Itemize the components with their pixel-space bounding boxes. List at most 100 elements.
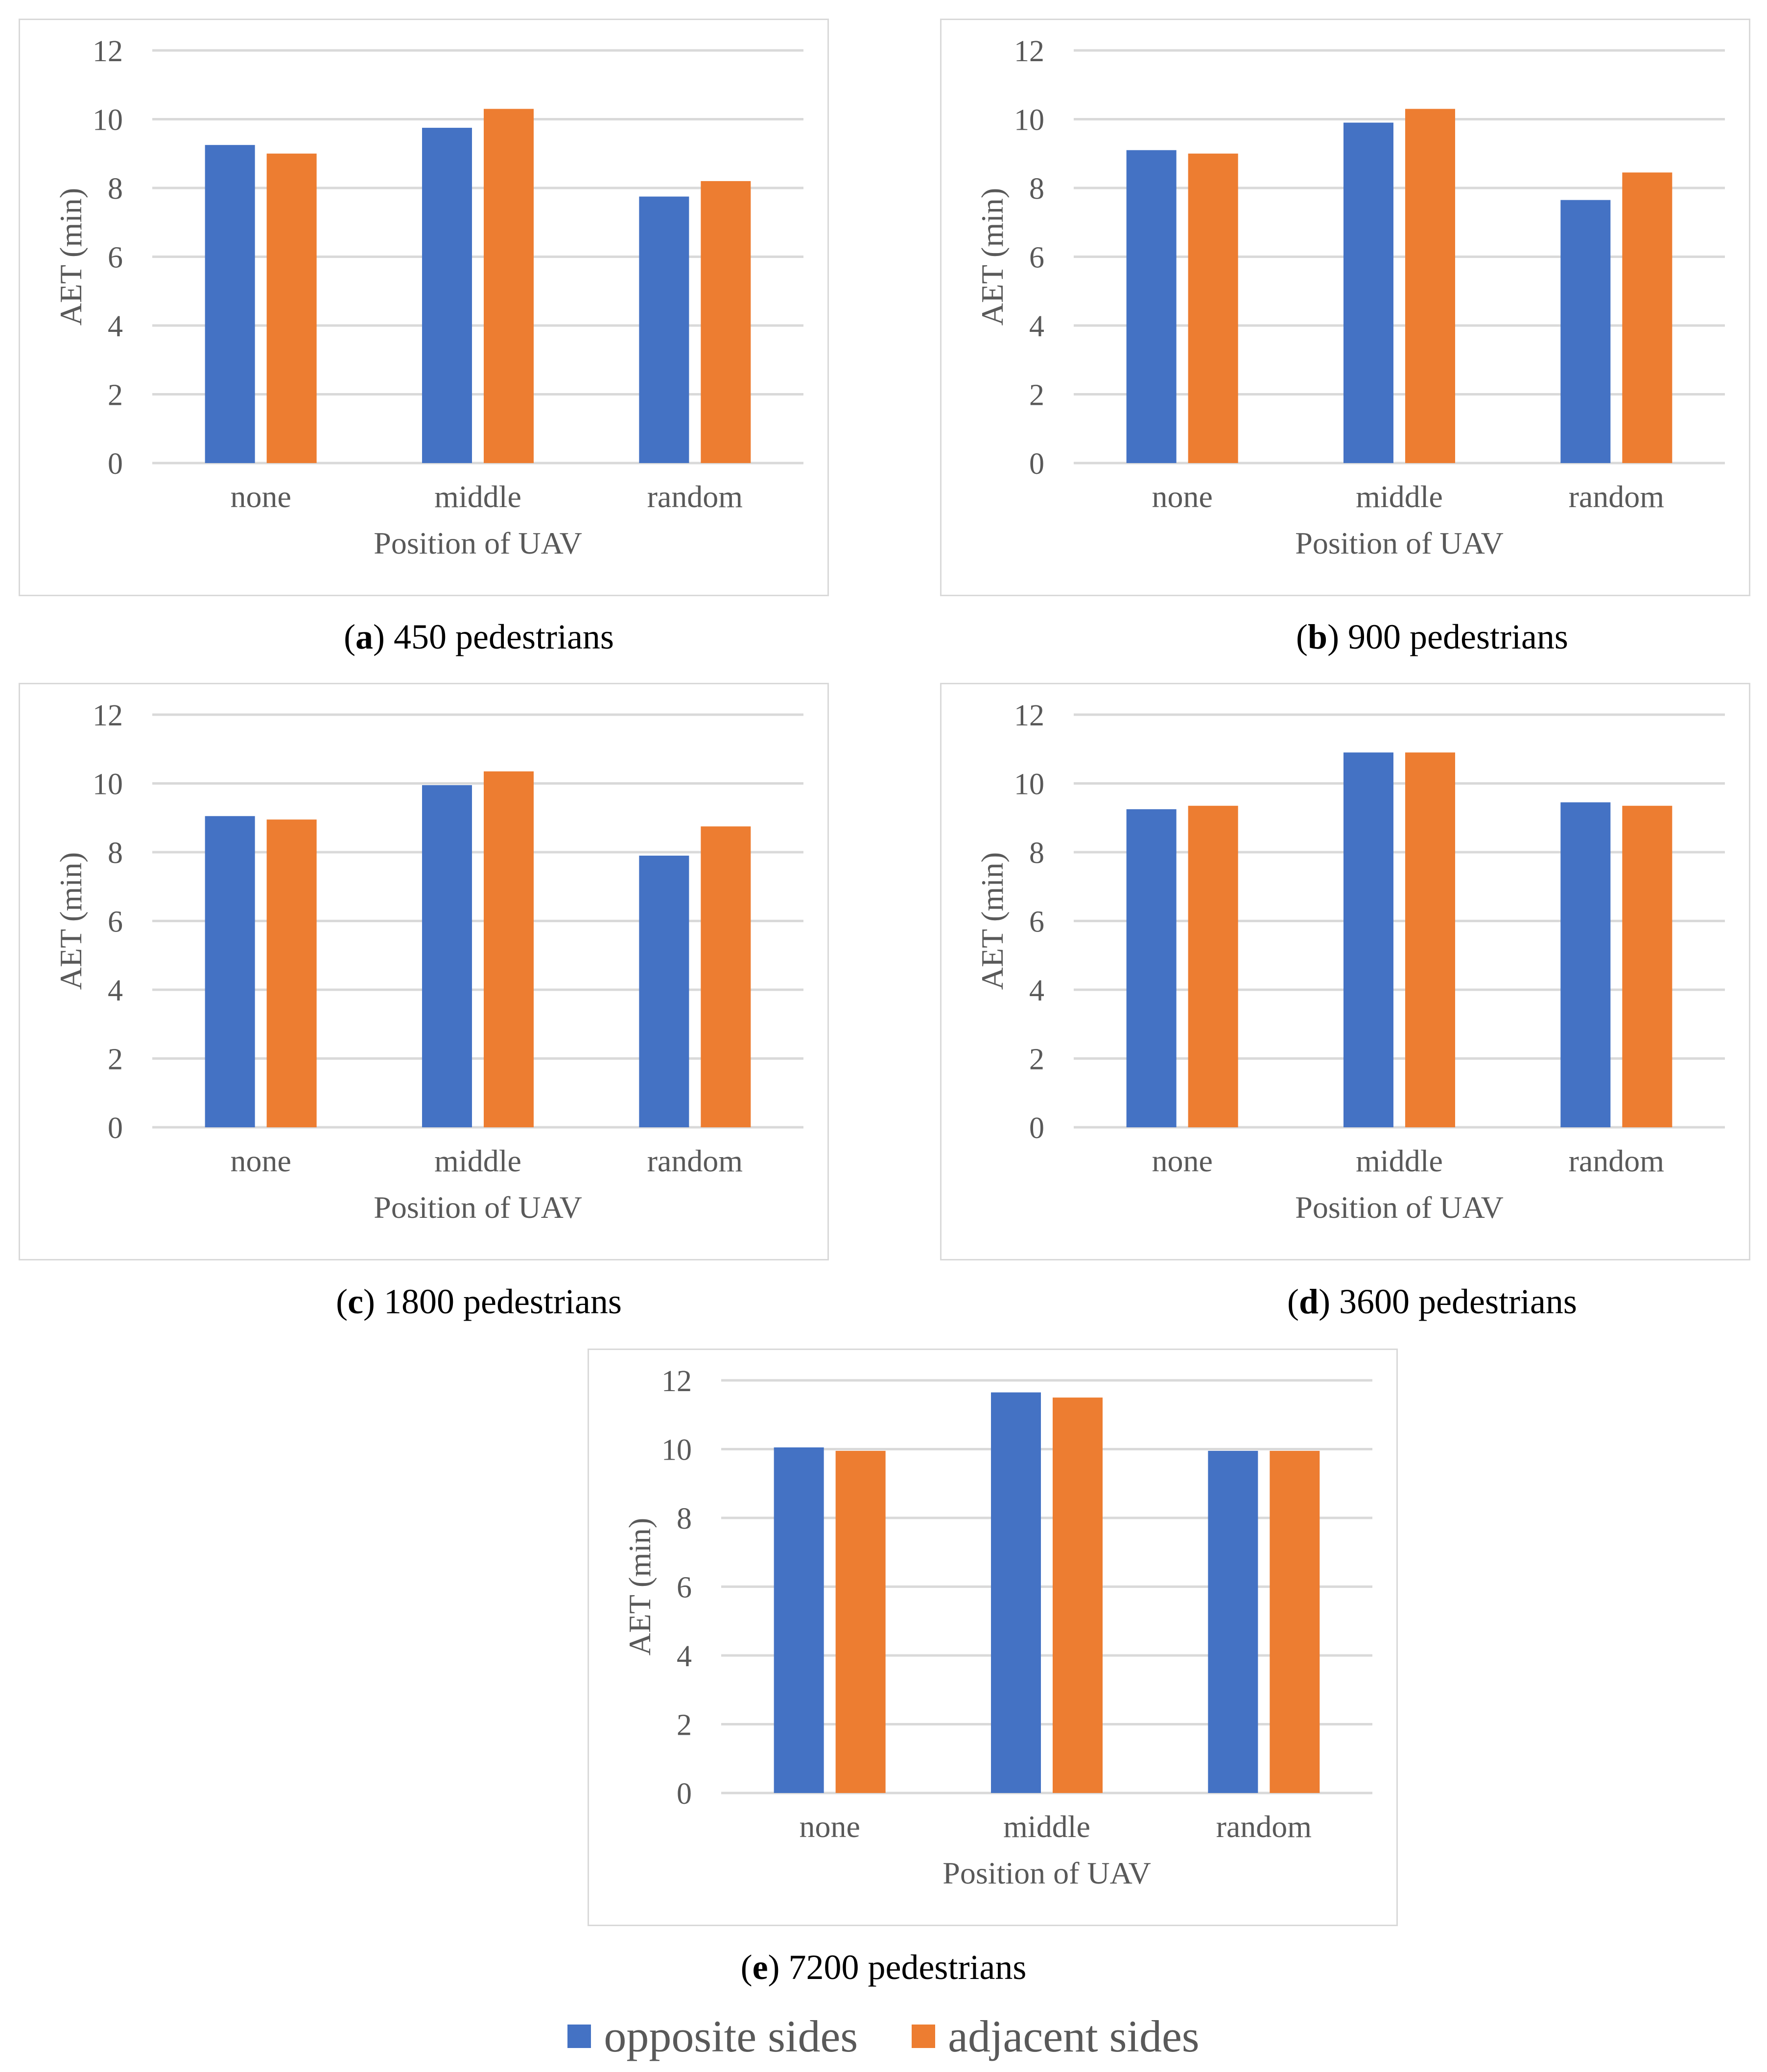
y-axis-title-d: AET (min) [975, 852, 1010, 990]
ytick-label-b-3: 6 [1029, 241, 1044, 275]
ytick-label-a-5: 10 [93, 104, 123, 137]
ytick-label-d-4: 8 [1029, 837, 1044, 870]
chart-panel-e: 0 2 4 6 8 10 12 none middle random Position of UAV… [588, 1349, 1398, 1926]
ytick-label-d-1: 2 [1029, 1043, 1044, 1076]
x-axis-title-c: Position of UAV [374, 1190, 582, 1225]
bar-c-adjacent-middle [484, 771, 534, 1127]
xtick-label-b-middle: middle [1356, 479, 1443, 514]
caption-letter-d: d [1299, 1282, 1319, 1321]
caption-letter-b: b [1308, 617, 1328, 656]
legend-swatch-opposite [567, 2025, 591, 2048]
chart-panel-b: 0 2 4 6 8 10 12 none middle random Position of UAV… [940, 19, 1750, 596]
bar-d-opposite-random [1560, 802, 1611, 1127]
ytick-label-e-3: 6 [677, 1571, 692, 1605]
bar-a-opposite-middle [422, 128, 472, 463]
ytick-label-d-0: 0 [1029, 1112, 1044, 1145]
ytick-label-b-5: 10 [1014, 104, 1044, 137]
bar-b-adjacent-middle [1405, 109, 1455, 464]
ytick-label-c-0: 0 [108, 1112, 123, 1145]
legend-label-opposite: opposite sides [604, 2011, 858, 2061]
caption-text-b: 900 pedestrians [1348, 617, 1568, 656]
x-axis-title-b: Position of UAV [1295, 526, 1504, 560]
chart-svg-c: 0 2 4 6 8 10 12 none middle random Position of UAV… [53, 699, 803, 1225]
bar-d-adjacent-none [1188, 806, 1238, 1127]
ytick-label-a-4: 8 [108, 172, 123, 206]
xtick-label-a-none: none [230, 479, 291, 514]
chart-panel-a: 0 2 4 6 8 10 12 none middle random Position of UAV… [19, 19, 829, 596]
legend-swatch-adjacent [912, 2025, 936, 2048]
ytick-label-c-1: 2 [108, 1043, 123, 1076]
bar-b-opposite-random [1560, 200, 1611, 463]
ytick-label-e-4: 8 [677, 1502, 692, 1536]
xtick-label-e-middle: middle [1003, 1809, 1090, 1844]
bar-c-opposite-random [639, 856, 689, 1127]
xtick-label-b-none: none [1152, 479, 1212, 514]
xtick-label-d-random: random [1569, 1143, 1665, 1178]
bar-e-opposite-none [774, 1447, 824, 1793]
bar-e-adjacent-none [835, 1451, 886, 1793]
legend-item-opposite: opposite sides [567, 2010, 858, 2062]
ytick-label-c-6: 12 [93, 699, 123, 732]
bar-d-adjacent-random [1622, 806, 1673, 1127]
y-axis-title-a: AET (min) [53, 188, 88, 326]
xtick-label-e-none: none [799, 1809, 860, 1844]
ytick-label-b-2: 4 [1029, 310, 1044, 343]
caption-text-c: 1800 pedestrians [384, 1282, 622, 1321]
bar-b-adjacent-none [1188, 153, 1238, 463]
ytick-label-c-3: 6 [108, 906, 123, 939]
ytick-label-b-1: 2 [1029, 379, 1044, 412]
ytick-label-c-2: 4 [108, 974, 123, 1007]
ytick-label-e-2: 4 [677, 1640, 692, 1673]
caption-e: (e) 7200 pedestrians [740, 1948, 1027, 1987]
ytick-label-e-1: 2 [677, 1709, 692, 1742]
xtick-label-c-random: random [647, 1143, 743, 1178]
bar-c-adjacent-random [701, 826, 751, 1127]
ytick-label-a-2: 4 [108, 310, 123, 343]
caption-letter-c: c [348, 1282, 364, 1321]
ytick-label-e-6: 12 [661, 1365, 692, 1398]
bar-a-adjacent-none [266, 153, 317, 463]
caption-letter-e: e [752, 1948, 768, 1987]
bar-c-adjacent-none [266, 819, 317, 1127]
bar-a-opposite-random [639, 196, 689, 463]
xtick-label-d-none: none [1152, 1143, 1212, 1178]
caption-b: (b) 900 pedestrians [1296, 617, 1568, 656]
chart-svg-d: 0 2 4 6 8 10 12 none middle random Position of UAV… [975, 699, 1725, 1225]
bar-a-adjacent-random [701, 181, 751, 463]
legend-label-adjacent: adjacent sides [948, 2011, 1200, 2061]
xtick-label-c-middle: middle [434, 1143, 521, 1178]
xtick-label-e-random: random [1216, 1809, 1312, 1844]
ytick-label-b-6: 12 [1014, 35, 1044, 68]
ytick-label-b-4: 8 [1029, 172, 1044, 206]
bar-c-opposite-none [205, 816, 255, 1127]
x-axis-title-e: Position of UAV [942, 1856, 1151, 1890]
bar-d-opposite-middle [1343, 752, 1393, 1127]
ytick-label-e-0: 0 [677, 1777, 692, 1811]
bar-a-opposite-none [205, 145, 255, 463]
bar-a-adjacent-middle [484, 109, 534, 464]
caption-a: (a) 450 pedestrians [344, 617, 614, 656]
ytick-label-a-0: 0 [108, 447, 123, 481]
ytick-label-a-6: 12 [93, 35, 123, 68]
ytick-label-d-5: 10 [1014, 768, 1044, 801]
xtick-label-c-none: none [230, 1143, 291, 1178]
xtick-label-a-middle: middle [434, 479, 521, 514]
ytick-label-b-0: 0 [1029, 447, 1044, 481]
chart-svg-a: 0 2 4 6 8 10 12 none middle random Position of UAV… [53, 35, 803, 560]
bar-e-adjacent-random [1270, 1451, 1320, 1793]
ytick-label-a-3: 6 [108, 241, 123, 275]
ytick-label-d-3: 6 [1029, 906, 1044, 939]
chart-svg-e: 0 2 4 6 8 10 12 none middle random Position of UAV… [622, 1365, 1372, 1890]
caption-letter-a: a [355, 617, 374, 656]
ytick-label-e-5: 10 [661, 1434, 692, 1467]
ytick-label-a-1: 2 [108, 379, 123, 412]
bar-b-adjacent-random [1622, 172, 1673, 463]
xtick-label-a-random: random [647, 479, 743, 514]
xtick-label-d-middle: middle [1356, 1143, 1443, 1178]
bar-e-adjacent-middle [1053, 1397, 1103, 1793]
caption-text-e: 7200 pedestrians [788, 1948, 1027, 1987]
bar-b-opposite-none [1126, 150, 1177, 464]
bar-d-opposite-none [1126, 809, 1177, 1127]
caption-text-d: 3600 pedestrians [1339, 1282, 1577, 1321]
y-axis-title-e: AET (min) [622, 1518, 657, 1655]
